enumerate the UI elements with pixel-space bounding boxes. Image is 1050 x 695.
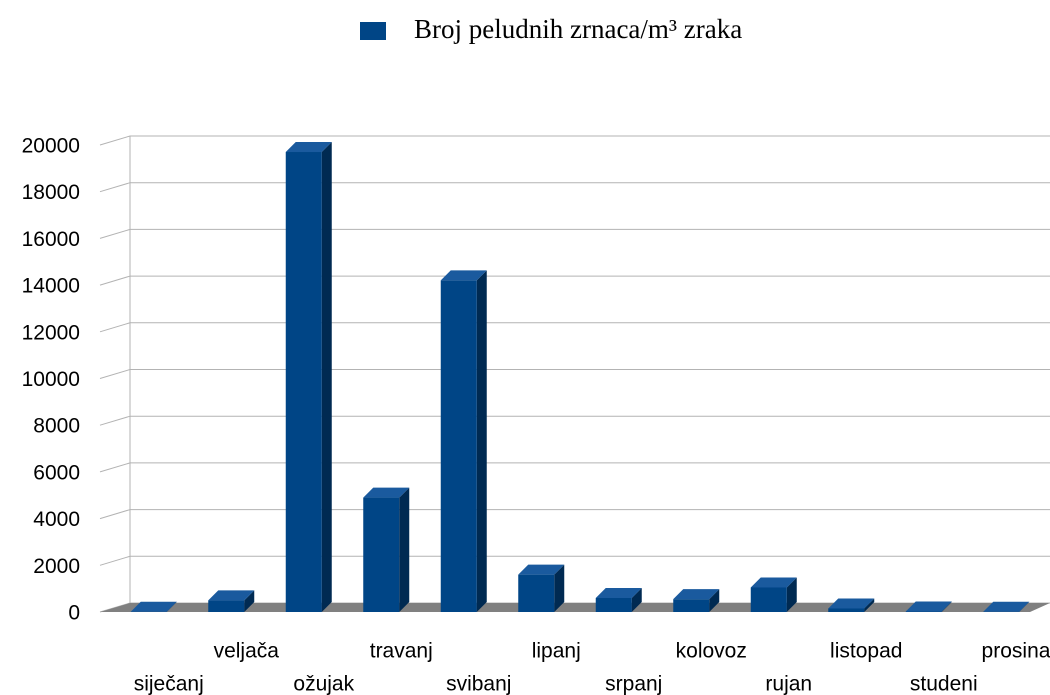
bar-side bbox=[244, 590, 255, 612]
x-tick-label: svibanj bbox=[446, 673, 511, 695]
bar-side bbox=[631, 587, 642, 612]
grid-line bbox=[99, 509, 1050, 520]
bar-side bbox=[941, 601, 952, 612]
x-tick-label: kolovoz bbox=[676, 640, 747, 663]
bar bbox=[440, 280, 477, 612]
x-tick-label: lipanj bbox=[532, 640, 581, 663]
bar bbox=[828, 608, 865, 612]
bar-top bbox=[208, 590, 255, 601]
grid-line bbox=[99, 322, 1050, 333]
bar-side bbox=[399, 487, 410, 612]
bar-top bbox=[905, 601, 952, 612]
x-tick-label: srpanj bbox=[605, 673, 662, 695]
y-tick-label: 4000 bbox=[33, 508, 80, 531]
bar-side bbox=[786, 577, 797, 612]
x-tick-label: studeni bbox=[910, 673, 978, 695]
bar bbox=[750, 587, 787, 612]
bar-top bbox=[130, 601, 177, 612]
grid-line bbox=[99, 182, 1050, 193]
x-tick-label: listopad bbox=[830, 640, 902, 663]
grid-line bbox=[99, 415, 1050, 426]
grid-line bbox=[99, 275, 1050, 286]
grid-line bbox=[99, 228, 1050, 239]
bar-side bbox=[864, 598, 875, 612]
x-tick-label: siječanj bbox=[134, 673, 204, 695]
grid-line bbox=[99, 369, 1050, 379]
bar-side bbox=[1019, 601, 1030, 612]
floor bbox=[100, 603, 1050, 612]
x-tick-label: veljača bbox=[214, 640, 280, 663]
bar-top bbox=[750, 577, 797, 588]
grid-line bbox=[99, 555, 1050, 566]
bar-side bbox=[166, 601, 177, 612]
bar-top bbox=[673, 589, 720, 600]
bar-top bbox=[363, 487, 410, 498]
y-tick-label: 18000 bbox=[22, 181, 80, 204]
legend-swatch bbox=[360, 22, 386, 40]
y-tick-label: 2000 bbox=[33, 555, 80, 578]
bar bbox=[518, 574, 555, 612]
x-tick-label: prosinac bbox=[982, 640, 1050, 663]
bar-top bbox=[285, 142, 332, 153]
y-tick-label: 0 bbox=[68, 602, 80, 625]
y-tick-label: 20000 bbox=[22, 135, 80, 158]
x-tick-label: travanj bbox=[370, 640, 433, 663]
y-tick-label: 6000 bbox=[33, 461, 80, 484]
bar-top bbox=[828, 598, 875, 609]
bar-top bbox=[440, 270, 487, 281]
bar bbox=[208, 600, 245, 612]
y-tick-label: 16000 bbox=[22, 228, 80, 251]
bar-top bbox=[518, 564, 565, 575]
bar-side bbox=[321, 142, 332, 612]
y-tick-label: 8000 bbox=[33, 415, 80, 438]
bar-top bbox=[595, 587, 642, 598]
x-tick-label: ožujak bbox=[293, 673, 354, 695]
bar-side bbox=[476, 270, 487, 612]
y-tick-label: 10000 bbox=[22, 368, 80, 391]
bar-side bbox=[554, 564, 565, 612]
y-tick-label: 12000 bbox=[22, 321, 80, 344]
bar bbox=[595, 597, 632, 612]
grid-line bbox=[99, 462, 1050, 473]
bar bbox=[363, 497, 400, 612]
legend-label: Broj peludnih zrnaca/m³ zraka bbox=[414, 14, 742, 44]
bar-top bbox=[983, 601, 1030, 612]
bar bbox=[285, 152, 322, 612]
bar-side bbox=[709, 589, 720, 612]
x-tick-label: rujan bbox=[765, 673, 812, 695]
bar bbox=[673, 599, 710, 612]
y-tick-label: 14000 bbox=[22, 275, 80, 298]
grid-line bbox=[99, 135, 1050, 146]
